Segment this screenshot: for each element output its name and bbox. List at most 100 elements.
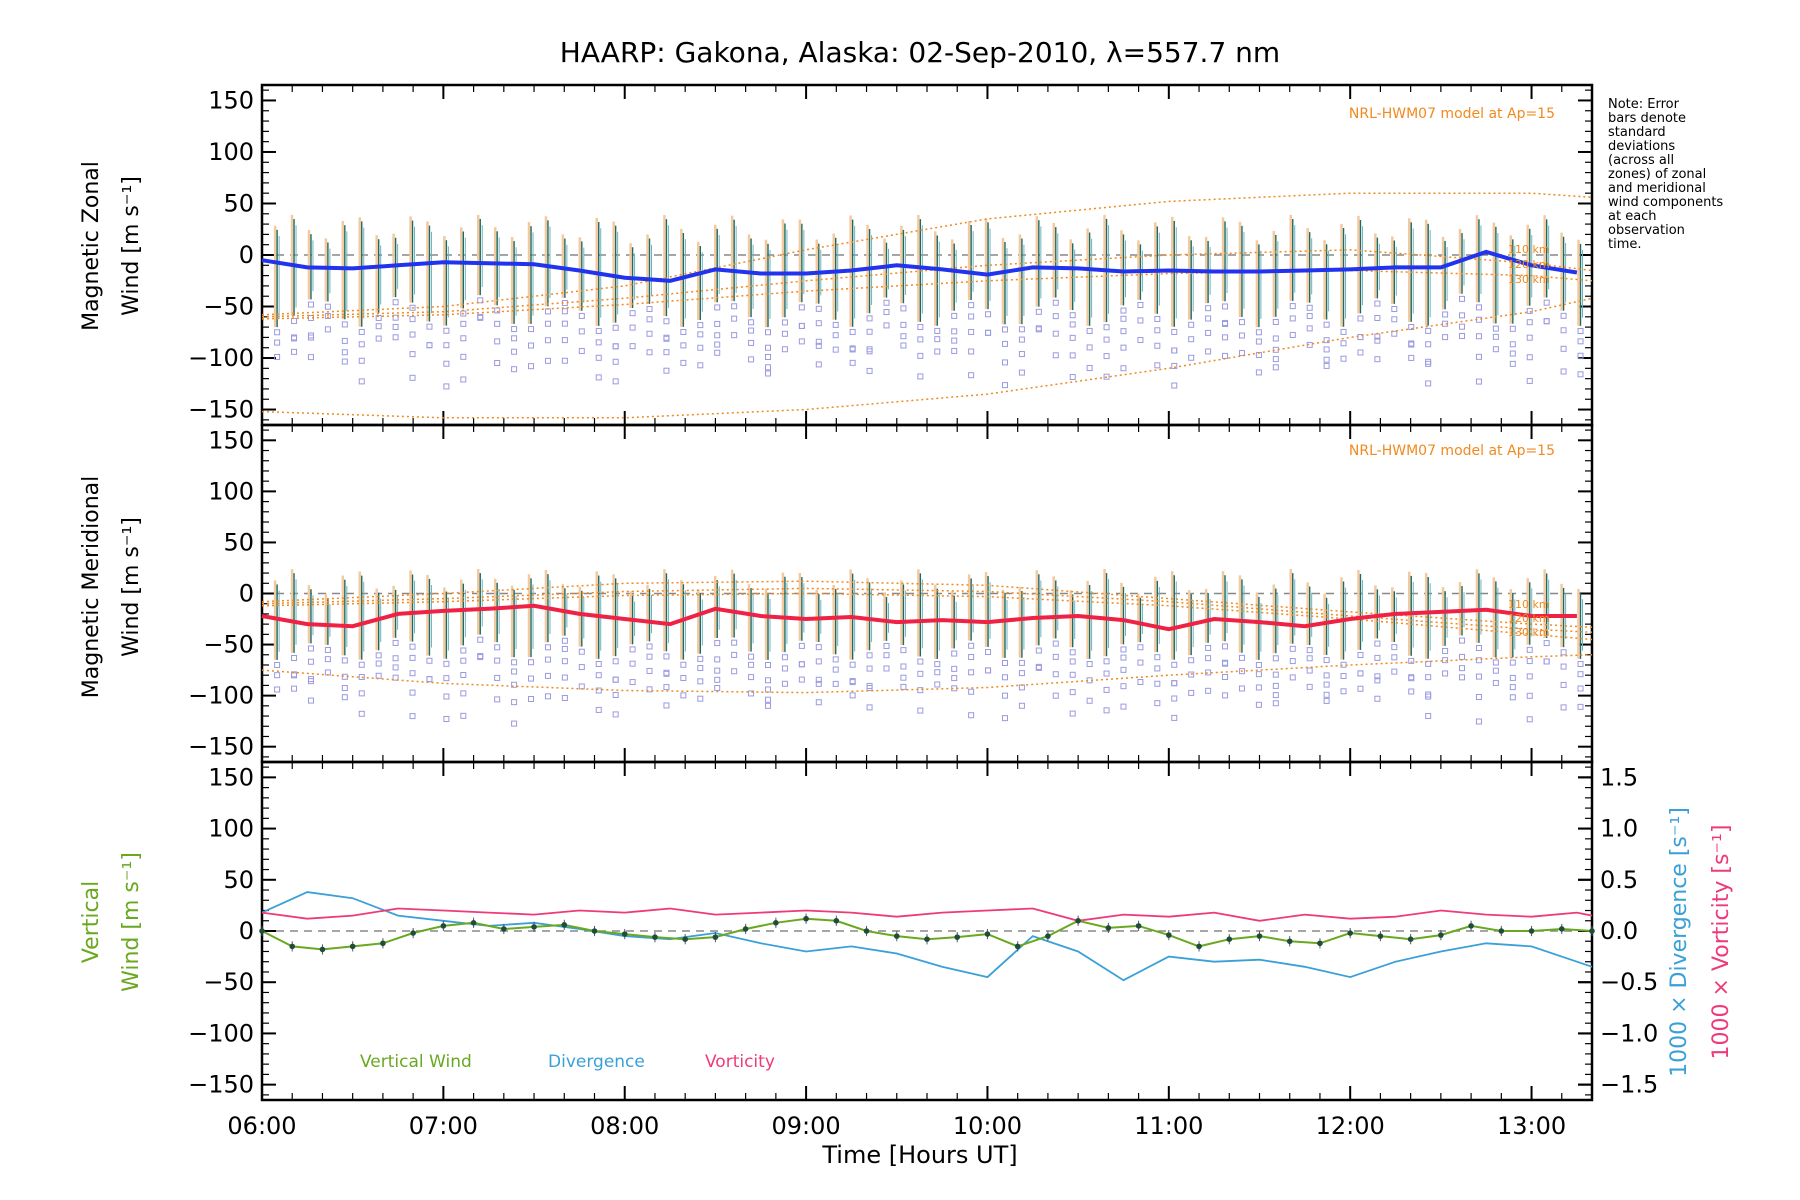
scatter-point [1323,657,1330,664]
scatter-point [798,338,805,345]
scatter-point [511,335,518,342]
scatter-point [1306,325,1313,332]
scatter-point [798,304,805,311]
scatter-point [680,328,687,335]
scatter-point [781,680,788,687]
scatter-point [1154,315,1161,322]
zonal-alt-120: 120 km [1508,258,1550,271]
scatter-point [1171,328,1178,335]
scatter-point [392,334,399,341]
scatter-point [832,656,839,663]
scatter-point [409,316,416,323]
scatter-point [1255,671,1262,678]
scatter-point [511,699,518,706]
scatter-point [1492,667,1499,674]
scatter-point [494,644,501,651]
scatter-point [1086,697,1093,704]
scatter-point [274,661,281,668]
scatter-point [460,335,467,342]
scatter-point [646,349,653,356]
scatter-point [392,639,399,646]
scatter-point [1475,644,1482,651]
scatter-point [815,680,822,687]
scatter-point [1340,340,1347,347]
scatter-point [578,347,585,354]
scatter-point [1357,315,1364,322]
scatter-point [291,348,298,355]
vertical-wind-point [1438,932,1444,938]
y2-tick-label: 1.0 [1600,815,1638,843]
scatter-point [798,661,805,668]
scatter-point [307,334,314,341]
scatter-point [1205,315,1212,322]
note-line: bars denote [1608,111,1686,126]
scatter-point [1442,670,1449,677]
vertical-wind-point [833,917,840,924]
scatter-point [951,675,958,682]
scatter-point [544,693,551,700]
scatter-point [324,656,331,663]
scatter-point [443,693,450,700]
note-line: wind components [1608,195,1723,210]
scatter-point [528,342,535,349]
scatter-point [985,311,992,318]
scatter-point [968,348,975,355]
vertical-wind-point [621,931,628,937]
scatter-point [917,707,924,714]
scatter-point [1120,703,1127,710]
scatter-point [815,658,822,665]
scatter-point [307,645,314,652]
scatter-point [968,654,975,661]
scatter-point [1120,646,1127,653]
vertical-wind-point [712,934,719,940]
scatter-point [1459,332,1466,339]
note-line: and meridional [1608,181,1706,196]
scatter-point [951,337,958,344]
scatter-point [443,675,450,682]
scatter-point [1205,305,1212,312]
scatter-point [1069,321,1076,328]
vertical-wind-point [1377,933,1384,939]
scatter-point [1526,377,1533,384]
scatter-point [375,323,382,330]
scatter-point [494,696,501,703]
scatter-point [1357,670,1364,677]
scatter-point [985,649,992,656]
scatter-point [1425,341,1432,348]
y-tick-label: 0 [239,241,254,269]
scatter-point [1120,666,1127,673]
scatter-point [392,664,399,671]
scatter-point [714,685,721,692]
scatter-point [1323,681,1330,688]
scatter-point [781,654,788,661]
scatter-point [1171,680,1178,687]
scatter-point [1001,674,1008,681]
x-tick-label: 06:00 [227,1112,296,1140]
scatter-point [1509,325,1516,332]
scatter-point [1323,691,1330,698]
scatter-point [781,346,788,353]
scatter-point [324,312,331,319]
scatter-point [1069,658,1076,665]
scatter-point [1442,334,1449,341]
scatter-point [815,320,822,327]
scatter-point [494,674,501,681]
scatter-point [460,690,467,697]
chart-title: HAARP: Gakona, Alaska: 02-Sep-2010, λ=55… [560,36,1280,69]
scatter-point [1205,655,1212,662]
meridional-ylabel-line2: Wind [m s⁻¹] [119,517,144,657]
meridional-alt-120: 120 km [1508,612,1550,625]
scatter-point [1205,687,1212,694]
scatter-point [748,661,755,668]
scatter-point [951,328,958,335]
scatter-point [765,661,772,668]
model-curve-upper_130 [261,269,1593,320]
scatter-point [798,676,805,683]
scatter-point [1425,693,1432,700]
scatter-point [443,342,450,349]
scatter-point [307,301,314,308]
divergence-y2label: 1000 × Divergence [s⁻¹] [1667,807,1692,1077]
legend-vorticity: Vorticity [705,1052,775,1072]
